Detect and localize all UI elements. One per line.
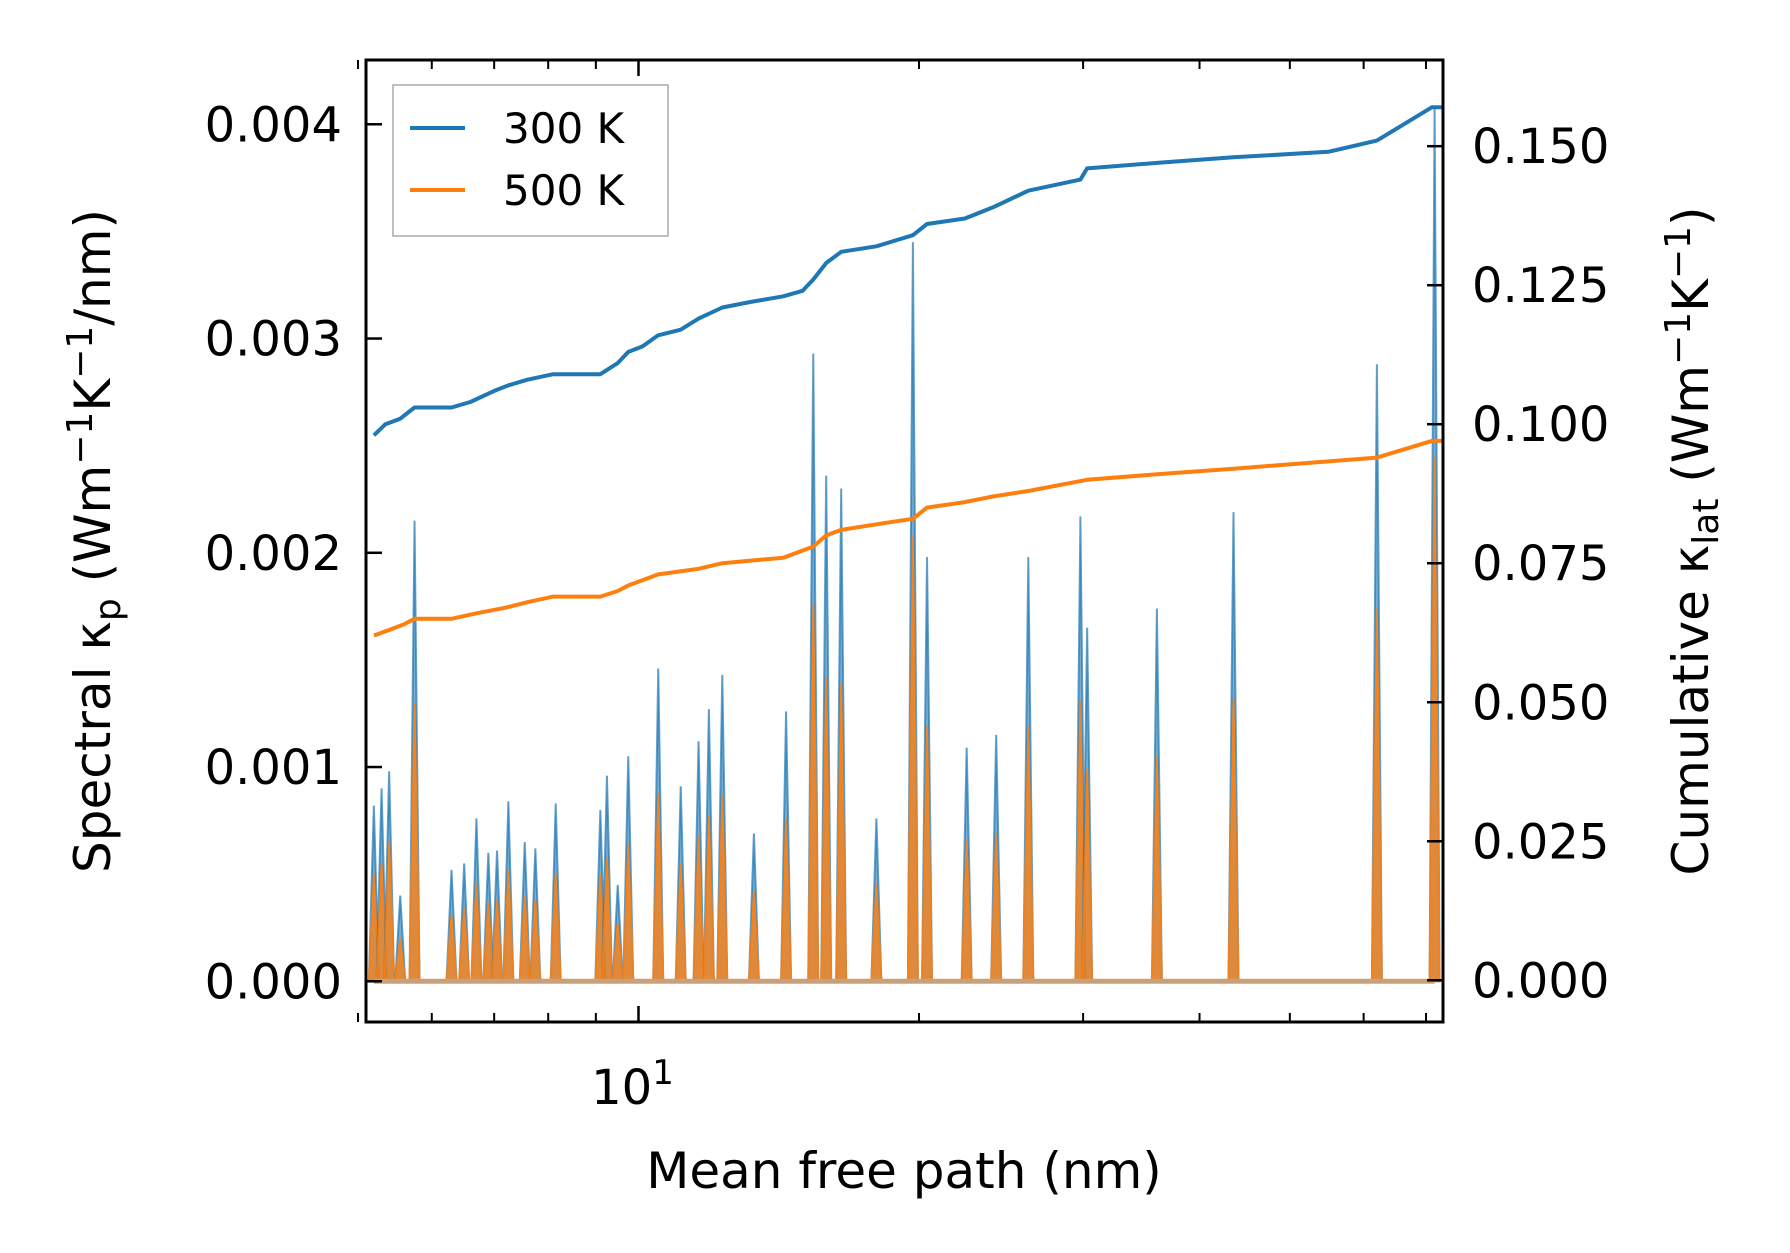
spectral-500k-peak-39	[1428, 456, 1441, 983]
spectral-500k-peak-13	[549, 874, 562, 983]
plot-frame	[364, 58, 1445, 1024]
spectral-500k-peak-31	[960, 839, 973, 983]
y-left-label-unit-c: /nm)	[64, 209, 122, 326]
cumulative-line-500k	[373, 438, 1443, 638]
cumulative-line-300k	[372, 105, 1443, 437]
y-right-label-sub: lat	[1686, 499, 1727, 545]
spectral-500k-peak-29	[906, 535, 919, 983]
spectral-areas	[367, 107, 1441, 984]
x-axis-label: Mean free path (nm)	[646, 1142, 1162, 1200]
spectral-500k-peak-12	[529, 899, 542, 983]
spectral-500k-peak-20	[692, 835, 705, 983]
y-left-axis-label: Spectral κp (Wm−1K−1/nm)	[60, 209, 129, 873]
spectral-500k-peak-19	[674, 863, 687, 983]
spectral-500k-peak-27	[835, 683, 848, 983]
y-left-label-sup2: −1	[60, 326, 101, 379]
y-right-tick-label-3: 0.075	[1472, 536, 1609, 592]
spectral-500k-peak-25	[807, 604, 820, 983]
y-right-label-unit-b: K	[1662, 278, 1720, 312]
y-left-label-unit-a: (Wm	[64, 465, 122, 599]
y-left-label-unit-b: K	[64, 378, 122, 412]
spectral-500k-peak-26	[820, 677, 833, 983]
y-left-label-sub: p	[88, 598, 129, 621]
y-left-label-main: Spectral κ	[64, 621, 122, 873]
spectral-500k-peak-33	[1022, 726, 1035, 983]
y-right-tick-label-2: 0.050	[1472, 675, 1609, 731]
spectral-500k-peak-38	[1370, 608, 1383, 983]
spectral-500k-peak-24	[780, 818, 793, 983]
y-left-tick-label-2: 0.002	[205, 526, 342, 582]
spectral-500k-peak-36	[1150, 756, 1163, 983]
y-left-tick-label-3: 0.003	[205, 312, 342, 368]
y-right-tick-label-6: 0.150	[1472, 119, 1609, 175]
y-right-label-unit-c: )	[1662, 207, 1720, 227]
legend-label-500k: 500 K	[503, 166, 626, 215]
spectral-500k-peak-37	[1227, 698, 1240, 983]
y-right-tick-label-1: 0.025	[1472, 814, 1609, 870]
spectral-500k-peak-2	[383, 841, 396, 983]
spectral-500k-peak-22	[716, 794, 729, 983]
spectral-500k-peak-23	[747, 891, 760, 983]
spectral-500k-peak-5	[445, 914, 458, 983]
tick-marks	[356, 60, 1443, 1022]
y-left-tick-label-0: 0.000	[205, 954, 342, 1010]
spectral-500k-peak-32	[990, 833, 1003, 983]
spectral-500k-peak-16	[611, 923, 624, 983]
spectral-500k-peak-9	[490, 899, 504, 983]
spectral-500k-peak-6	[458, 908, 471, 983]
tick-labels: 0.000 0.001 0.002 0.003 0.004 0.000 0.025 0.050…	[205, 97, 1610, 1116]
spectral-500k-peak-7	[470, 882, 483, 983]
y-right-label-sup2: −1	[1658, 226, 1699, 279]
y-left-tick-label-1: 0.001	[205, 740, 342, 796]
y-right-label-sup1: −1	[1658, 312, 1699, 365]
spectral-500k-peak-17	[622, 844, 635, 983]
legend: 300 K 500 K	[392, 84, 669, 237]
spectral-500k-peak-15	[600, 856, 613, 983]
cumulative-lines	[372, 105, 1443, 638]
x-tick-label-10: 101	[591, 1053, 674, 1116]
y-right-tick-label-5: 0.125	[1472, 258, 1609, 314]
y-right-axis-label: Cumulative κlat (Wm−1K−1)	[1658, 207, 1727, 876]
legend-label-300k: 300 K	[503, 104, 626, 153]
spectral-500k-peak-28	[870, 882, 883, 983]
y-left-tick-label-4: 0.004	[205, 97, 342, 153]
y-right-tick-label-4: 0.100	[1472, 397, 1609, 453]
spectral-500k-peak-30	[921, 726, 934, 983]
spectral-500k-peak-10	[502, 869, 515, 983]
spectral-500k-peak-21	[702, 816, 715, 983]
y-right-label-main: Cumulative κ	[1662, 545, 1720, 876]
y-right-tick-label-0: 0.000	[1472, 953, 1609, 1009]
spectral-500k-peak-18	[652, 792, 665, 983]
spectral-500k-peak-11	[518, 895, 531, 983]
y-right-label-unit-a: (Wm	[1662, 365, 1720, 499]
spectral-500k-peak-4	[408, 702, 421, 983]
y-left-label-sup1: −1	[60, 412, 101, 465]
legend-frame	[392, 84, 669, 237]
